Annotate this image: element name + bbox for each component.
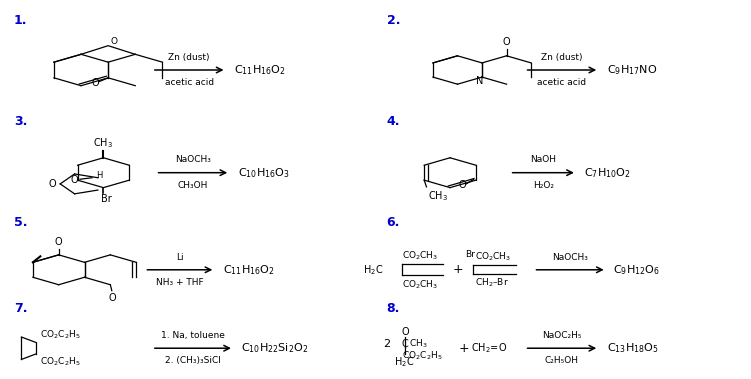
Text: CO$_2$CH$_3$: CO$_2$CH$_3$ xyxy=(475,251,511,263)
Text: O: O xyxy=(459,180,466,190)
Text: C$_9$H$_{12}$O$_6$: C$_9$H$_{12}$O$_6$ xyxy=(613,263,659,277)
Text: O: O xyxy=(108,293,116,303)
Text: C$_{10}$H$_{22}$Si$_2$O$_2$: C$_{10}$H$_{22}$Si$_2$O$_2$ xyxy=(241,341,309,355)
Text: C$_{11}$H$_{16}$O$_2$: C$_{11}$H$_{16}$O$_2$ xyxy=(223,263,274,277)
Text: O: O xyxy=(402,327,409,337)
Text: C$_7$H$_{10}$O$_2$: C$_7$H$_{10}$O$_2$ xyxy=(584,166,631,180)
Text: H$_2$C: H$_2$C xyxy=(363,263,383,277)
Text: 2. (CH₃)₃SiCl: 2. (CH₃)₃SiCl xyxy=(165,356,221,365)
Text: O: O xyxy=(502,37,511,47)
Text: 1. Na, toluene: 1. Na, toluene xyxy=(161,331,225,340)
Text: acetic acid: acetic acid xyxy=(537,78,587,87)
Text: NaOH: NaOH xyxy=(530,155,556,164)
Text: N: N xyxy=(476,76,484,86)
Text: CO$_2$C$_2$H$_5$: CO$_2$C$_2$H$_5$ xyxy=(40,356,81,368)
Text: NH₃ + THF: NH₃ + THF xyxy=(156,278,204,287)
Text: Zn (dust): Zn (dust) xyxy=(541,53,583,62)
Text: Br: Br xyxy=(101,194,112,204)
Text: 1.: 1. xyxy=(14,14,28,27)
Text: 4.: 4. xyxy=(387,115,400,128)
Text: CO$_2$C$_2$H$_5$: CO$_2$C$_2$H$_5$ xyxy=(402,350,442,362)
Text: CO$_2$C$_2$H$_5$: CO$_2$C$_2$H$_5$ xyxy=(40,328,81,341)
Text: C$_{11}$H$_{16}$O$_2$: C$_{11}$H$_{16}$O$_2$ xyxy=(234,63,285,77)
Text: CO$_2$CH$_3$: CO$_2$CH$_3$ xyxy=(402,278,438,291)
Text: H$_2$C: H$_2$C xyxy=(394,355,415,369)
Text: CO$_2$CH$_3$: CO$_2$CH$_3$ xyxy=(402,249,438,262)
Text: C₂H₅OH: C₂H₅OH xyxy=(545,356,579,365)
Text: 7.: 7. xyxy=(14,302,28,315)
Text: +: + xyxy=(452,263,463,276)
Text: +: + xyxy=(458,342,469,355)
Text: H: H xyxy=(96,171,103,180)
Text: acetic acid: acetic acid xyxy=(164,78,214,87)
Text: 5.: 5. xyxy=(14,216,28,229)
Text: Br: Br xyxy=(465,250,475,258)
Text: CH$_3$: CH$_3$ xyxy=(93,136,113,150)
Text: O: O xyxy=(71,175,78,185)
Text: C: C xyxy=(402,339,409,349)
Text: C$_9$H$_{17}$NO: C$_9$H$_{17}$NO xyxy=(607,63,657,77)
Text: CH₃OH: CH₃OH xyxy=(178,181,208,190)
Text: 3.: 3. xyxy=(14,115,27,128)
Text: 6.: 6. xyxy=(387,216,400,229)
Text: Zn (dust): Zn (dust) xyxy=(168,53,210,62)
Text: CH$_2$–Br: CH$_2$–Br xyxy=(475,277,508,289)
Text: 2: 2 xyxy=(383,340,391,349)
Text: O: O xyxy=(55,236,62,247)
Text: O: O xyxy=(92,78,99,88)
Text: O: O xyxy=(110,37,117,46)
Text: Li: Li xyxy=(176,252,184,262)
Text: NaOCH₃: NaOCH₃ xyxy=(175,155,211,164)
Text: 8.: 8. xyxy=(387,302,400,315)
Text: CH$_3$: CH$_3$ xyxy=(409,337,427,350)
Text: C$_{13}$H$_{18}$O$_5$: C$_{13}$H$_{18}$O$_5$ xyxy=(607,341,659,355)
Text: NaOC₂H₅: NaOC₂H₅ xyxy=(542,331,581,340)
Text: NaOCH₃: NaOCH₃ xyxy=(552,252,588,262)
Text: CH$_3$: CH$_3$ xyxy=(428,189,448,203)
Text: C$_{10}$H$_{16}$O$_3$: C$_{10}$H$_{16}$O$_3$ xyxy=(237,166,289,180)
Text: H₂O₂: H₂O₂ xyxy=(532,181,553,190)
Text: CH$_2$=O: CH$_2$=O xyxy=(471,341,507,355)
Text: O: O xyxy=(49,179,56,189)
Text: 2.: 2. xyxy=(387,14,400,27)
